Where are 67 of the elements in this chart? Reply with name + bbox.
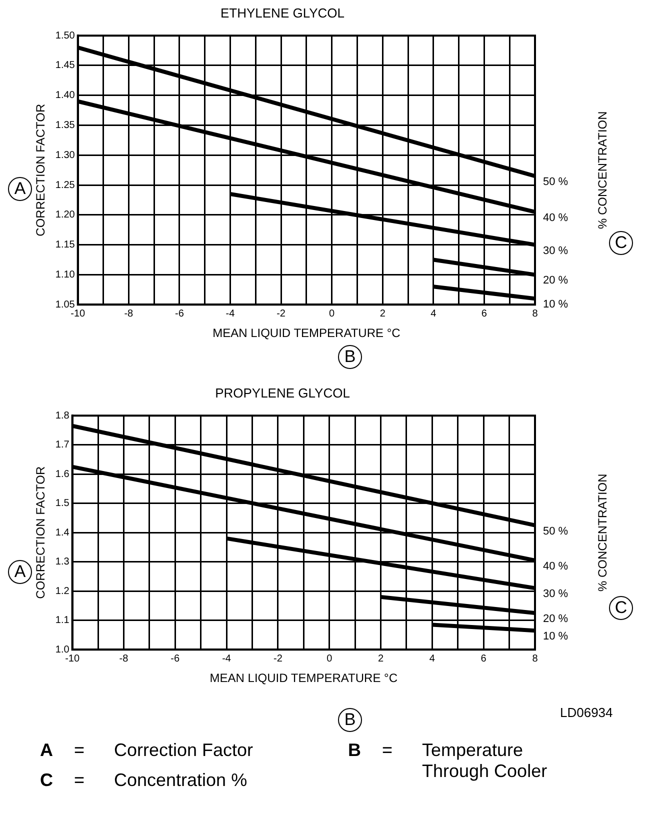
y-tick-label: 1.35: [55, 120, 76, 132]
x-tick-label: -6: [170, 653, 180, 664]
x-tick-label: -10: [65, 653, 80, 664]
text: B: [338, 708, 362, 732]
x-tick-label: 8: [532, 308, 538, 320]
y-axis-title: CORRECTION FACTOR: [34, 466, 48, 599]
x-tick-label: 4: [429, 653, 436, 664]
series-label: 40 %: [543, 212, 568, 224]
text: C = Concentration %: [40, 770, 248, 790]
x-tick-label: 2: [378, 653, 384, 664]
chart-title: PROPYLENE GLYCOL: [215, 385, 350, 400]
series-label: 40 %: [543, 560, 568, 572]
y2-axis-title: % CONCENTRATION: [595, 474, 610, 592]
x-tick-label: -4: [226, 308, 236, 320]
series-label: 10 %: [543, 630, 568, 643]
series-label: 20 %: [543, 274, 568, 287]
y-tick-label: 1.0: [55, 644, 70, 656]
series-label: 20 %: [543, 613, 568, 626]
series-label: 30 %: [543, 244, 568, 257]
x-tick-label: 0: [329, 308, 336, 320]
y-axis-title: CORRECTION FACTOR: [34, 104, 48, 236]
y-tick-label: 1.4: [55, 527, 70, 538]
chart-title: ETHYLENE GLYCOL: [220, 5, 345, 20]
y-tick-label: 1.20: [55, 210, 76, 221]
text: C: [609, 231, 633, 255]
y-tick-label: 1.1: [55, 615, 70, 626]
text: A = Correction Factor: [40, 740, 254, 760]
y-tick-label: 1.50: [55, 30, 76, 42]
x-tick-label: 4: [430, 308, 437, 320]
y-tick-label: 1.45: [55, 60, 76, 72]
x-tick-label: -6: [174, 308, 184, 320]
text: B: [338, 345, 362, 369]
x-tick-label: -8: [124, 308, 134, 320]
y-tick-label: 1.05: [55, 299, 76, 310]
y-tick-label: 1.6: [55, 468, 70, 480]
y-tick-label: 1.7: [55, 440, 70, 451]
text: B = Temperature Through Cooler: [348, 740, 548, 781]
y-tick-label: 1.30: [55, 150, 76, 161]
x-tick-label: -4: [222, 653, 232, 664]
x-axis-title: MEAN LIQUID TEMPERATURE °C: [210, 671, 398, 686]
series-label: 50 %: [543, 176, 568, 188]
text: LD06934: [560, 705, 613, 720]
y-tick-label: 1.8: [55, 410, 70, 422]
x-tick-label: 6: [481, 308, 488, 320]
x-tick-label: -2: [276, 308, 286, 320]
series-label: 30 %: [543, 588, 568, 600]
x-tick-label: 6: [480, 653, 487, 664]
x-tick-label: -8: [119, 653, 129, 664]
x-tick-label: -10: [70, 308, 86, 320]
text: C: [609, 596, 633, 620]
series-label: 50 %: [543, 525, 568, 538]
y-tick-label: 1.5: [55, 498, 70, 510]
y-tick-label: 1.3: [55, 556, 70, 568]
x-tick-label: 2: [380, 308, 386, 320]
series-label: 10 %: [543, 298, 568, 311]
y2-axis-title: % CONCENTRATION: [595, 111, 610, 229]
x-axis-title: MEAN LIQUID TEMPERATURE °C: [212, 326, 401, 340]
y-tick-label: 1.2: [55, 586, 70, 597]
y-tick-label: 1.15: [55, 240, 76, 251]
y-tick-label: 1.40: [55, 90, 76, 102]
x-tick-label: -2: [273, 653, 283, 664]
text: A: [8, 560, 32, 584]
text: A: [8, 177, 32, 201]
x-tick-label: 0: [326, 653, 333, 664]
x-tick-label: 8: [532, 653, 538, 664]
y-tick-label: 1.25: [55, 180, 76, 191]
y-tick-label: 1.10: [55, 269, 76, 280]
